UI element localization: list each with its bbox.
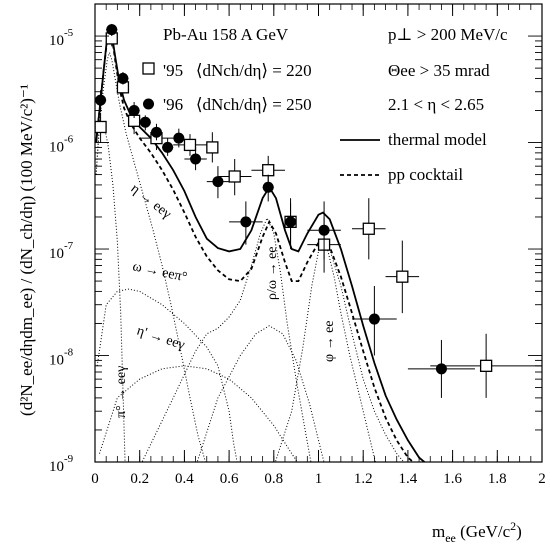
- point-96-10: [229, 201, 263, 245]
- curve-thermal-model: [95, 25, 426, 462]
- y-tick-label: 10-9: [49, 453, 74, 475]
- x-label-close: ): [516, 522, 522, 541]
- curve-phi: [274, 239, 376, 462]
- point-95-6: [206, 132, 219, 163]
- point-95-11: [352, 198, 386, 260]
- point-96-7: [173, 128, 185, 148]
- omega-curve-label: ω → eeπ°: [131, 259, 188, 285]
- point-96-13: [307, 201, 341, 260]
- point-96-3: [128, 102, 140, 119]
- legend-95-label: '95 ⟨dNch/dη⟩ = 220: [163, 61, 312, 80]
- rho-curve-label: ρ/ω → ee: [265, 246, 280, 300]
- y-tick-label: 10-5: [49, 27, 74, 49]
- point-96-0: [95, 90, 107, 111]
- data-points: [95, 23, 542, 398]
- point-96-9: [206, 166, 230, 199]
- point-96-8: [184, 147, 207, 171]
- curve-eta-dalitz: [95, 50, 206, 462]
- model-curves: [95, 25, 426, 462]
- x-tick-label: 1.4: [399, 471, 418, 487]
- y-axis-label: (d²N_ee/dηdm_ee) / (dN_ch/dη) (100 MeV/c…: [17, 84, 36, 416]
- point-96-6: [162, 138, 174, 156]
- legend-95-marker: [142, 62, 155, 75]
- point-96-14: [352, 285, 397, 356]
- curve-pp-cocktail: [95, 27, 415, 462]
- point-96-15: [407, 339, 475, 398]
- point-96-5: [150, 123, 163, 141]
- x-tick-label: 0.8: [264, 471, 283, 487]
- x-tick-label: 1: [315, 471, 323, 487]
- curve-rho-broad: [196, 325, 325, 462]
- legend-96-marker: [143, 98, 154, 110]
- cut-eta: 2.1 < η < 2.65: [388, 95, 484, 114]
- legend-pp-label: pp cocktail: [388, 165, 463, 184]
- svg-text:mee (GeV/c2): mee (GeV/c2): [432, 519, 522, 545]
- y-tick-label: 10-7: [49, 240, 74, 262]
- x-tick-label: 0.2: [130, 471, 149, 487]
- x-tick-label: 2: [538, 471, 546, 487]
- chart-title: Pb-Au 158 A GeV: [163, 25, 289, 44]
- etap-curve-label: η' → eeγ: [135, 324, 187, 354]
- x-axis-label: mee (GeV/c2): [432, 519, 522, 545]
- x-tick-label: 1.6: [443, 471, 462, 487]
- y-tick-label: 10-8: [49, 347, 74, 369]
- x-label-sub: ee: [445, 531, 456, 545]
- point-96-11: [262, 174, 274, 202]
- x-label-base: m: [432, 522, 445, 541]
- eta-curve-label: η → eeγ: [128, 181, 174, 222]
- x-tick-label: 1.8: [488, 471, 507, 487]
- legend-thermal-label: thermal model: [388, 130, 487, 149]
- legend-96-label: '96 ⟨dNch/dη⟩ = 250: [163, 95, 312, 114]
- x-tick-label: 0: [91, 471, 99, 487]
- point-96-12: [284, 203, 297, 245]
- cut-pt: p⊥ > 200 MeV/c: [388, 25, 508, 44]
- x-label-sup: 2: [510, 519, 516, 533]
- point-96-2: [117, 71, 129, 85]
- point-96-1: [106, 23, 118, 37]
- x-tick-label: 0.6: [220, 471, 239, 487]
- x-tick-label: 1.2: [354, 471, 373, 487]
- curve-pi0-dalitz: [95, 122, 126, 462]
- x-label-unit: (GeV/c: [456, 522, 511, 541]
- point-96-4: [139, 115, 151, 131]
- point-95-12: [385, 240, 420, 314]
- point-95-13: [430, 333, 542, 398]
- cut-theta: Θee > 35 mrad: [388, 61, 490, 80]
- annotations: Pb-Au 158 A GeV p⊥ > 200 MeV/c Θee > 35 …: [142, 25, 508, 184]
- point-95-7: [217, 159, 252, 196]
- curve-labels: η → eeγ ω → eeπ° ρ/ω → ee η' → eeγ φ → e…: [114, 181, 337, 418]
- y-tick-label: 10-6: [49, 134, 74, 156]
- pi-curve-label: π° → eeγ: [114, 366, 129, 418]
- point-95-8: [251, 155, 285, 185]
- x-tick-label: 0.4: [175, 471, 194, 487]
- phi-curve-label: φ → ee: [322, 320, 337, 362]
